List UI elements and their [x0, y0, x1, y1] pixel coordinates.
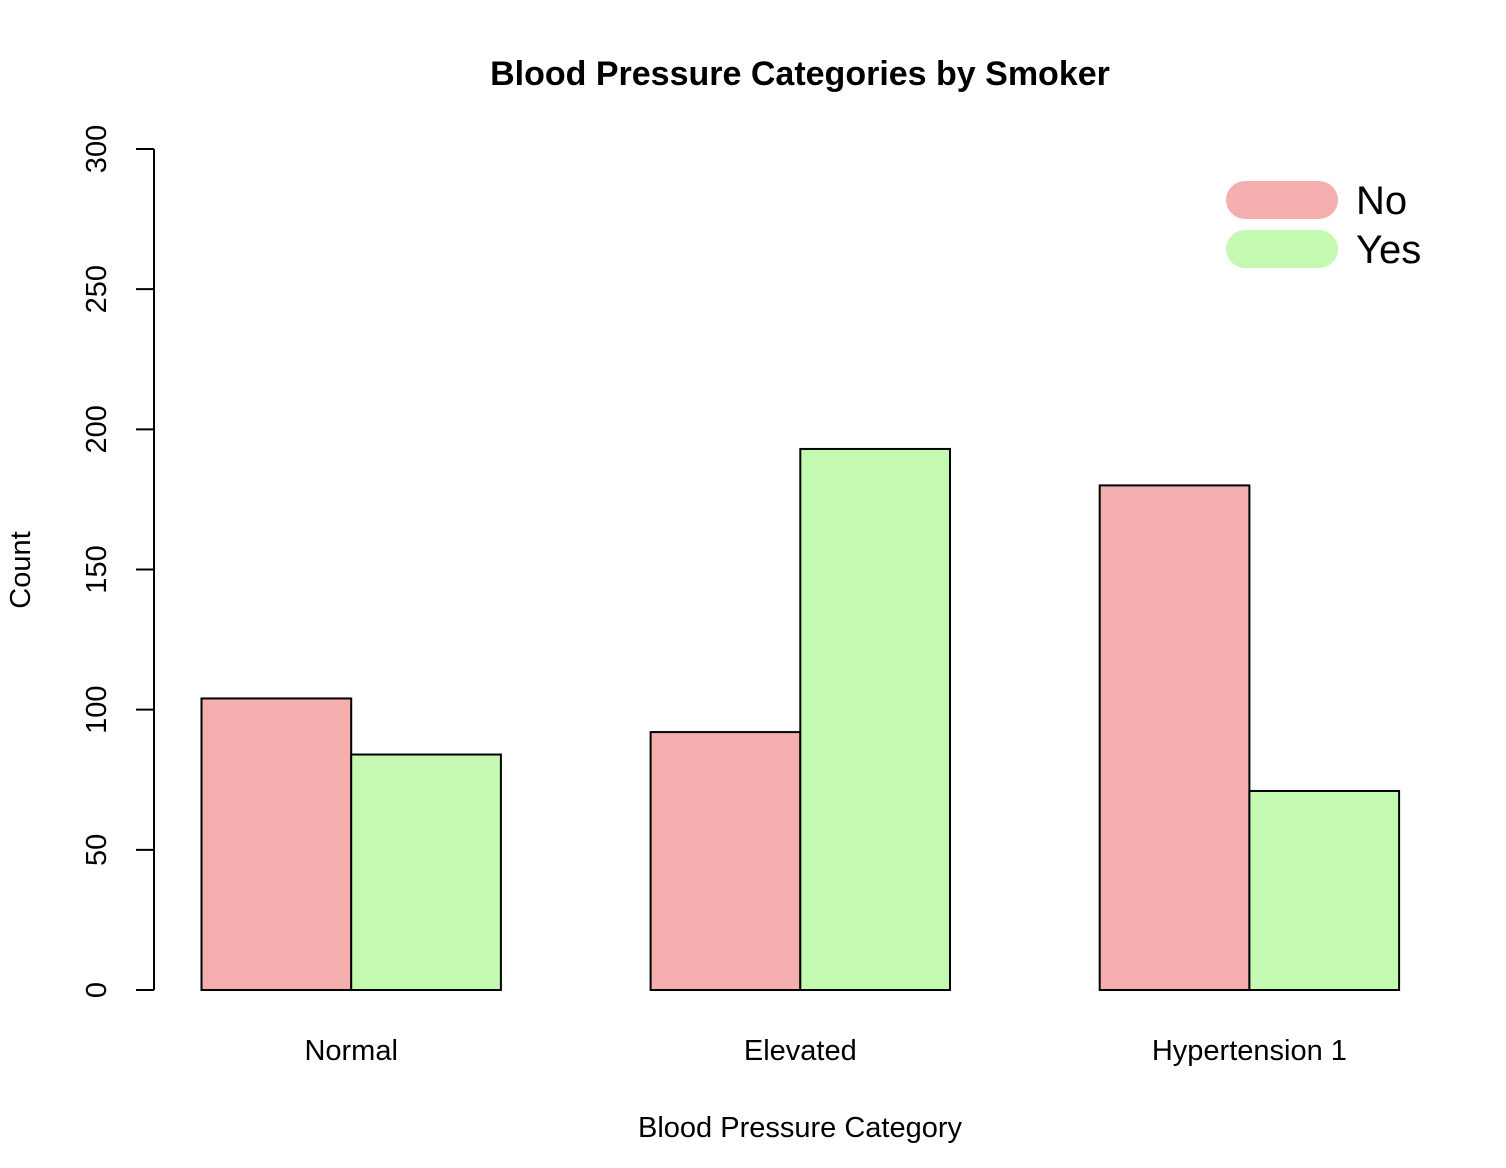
- x-tick-label: Hypertension 1: [1152, 1035, 1347, 1067]
- y-tick-label: 300: [81, 125, 113, 173]
- y-tick-label: 200: [81, 405, 113, 453]
- y-axis-ticks: 0 50 100 150 200 250 300: [81, 125, 154, 998]
- y-tick-label: 0: [81, 982, 113, 998]
- y-tick-label: 150: [81, 545, 113, 593]
- bar-hypertension-1-no: [1098, 484, 1251, 991]
- bar-normal-yes: [350, 753, 502, 992]
- legend: No Yes: [1226, 179, 1421, 272]
- bar-elevated-no: [649, 731, 802, 991]
- bar-normal-no: [200, 697, 353, 991]
- x-tick-label: Elevated: [744, 1035, 857, 1067]
- x-tick-label: Normal: [304, 1035, 397, 1067]
- y-tick-label: 50: [81, 834, 113, 866]
- y-tick-label: 250: [81, 265, 113, 313]
- legend-swatch-no: [1226, 181, 1338, 219]
- bar-hypertension-1-yes: [1248, 789, 1401, 991]
- y-tick-label: 100: [81, 685, 113, 733]
- chart-title: Blood Pressure Categories by Smoker: [490, 55, 1110, 93]
- y-axis-label: Count: [5, 531, 37, 608]
- legend-swatch-yes: [1226, 230, 1338, 268]
- legend-label-no: No: [1356, 179, 1407, 223]
- x-axis-label: Blood Pressure Category: [638, 1112, 962, 1144]
- bar-elevated-yes: [799, 447, 951, 991]
- bars: [200, 447, 1401, 992]
- legend-label-yes: Yes: [1356, 228, 1421, 272]
- x-axis-tick-labels: Normal Elevated Hypertension 1: [304, 1035, 1346, 1067]
